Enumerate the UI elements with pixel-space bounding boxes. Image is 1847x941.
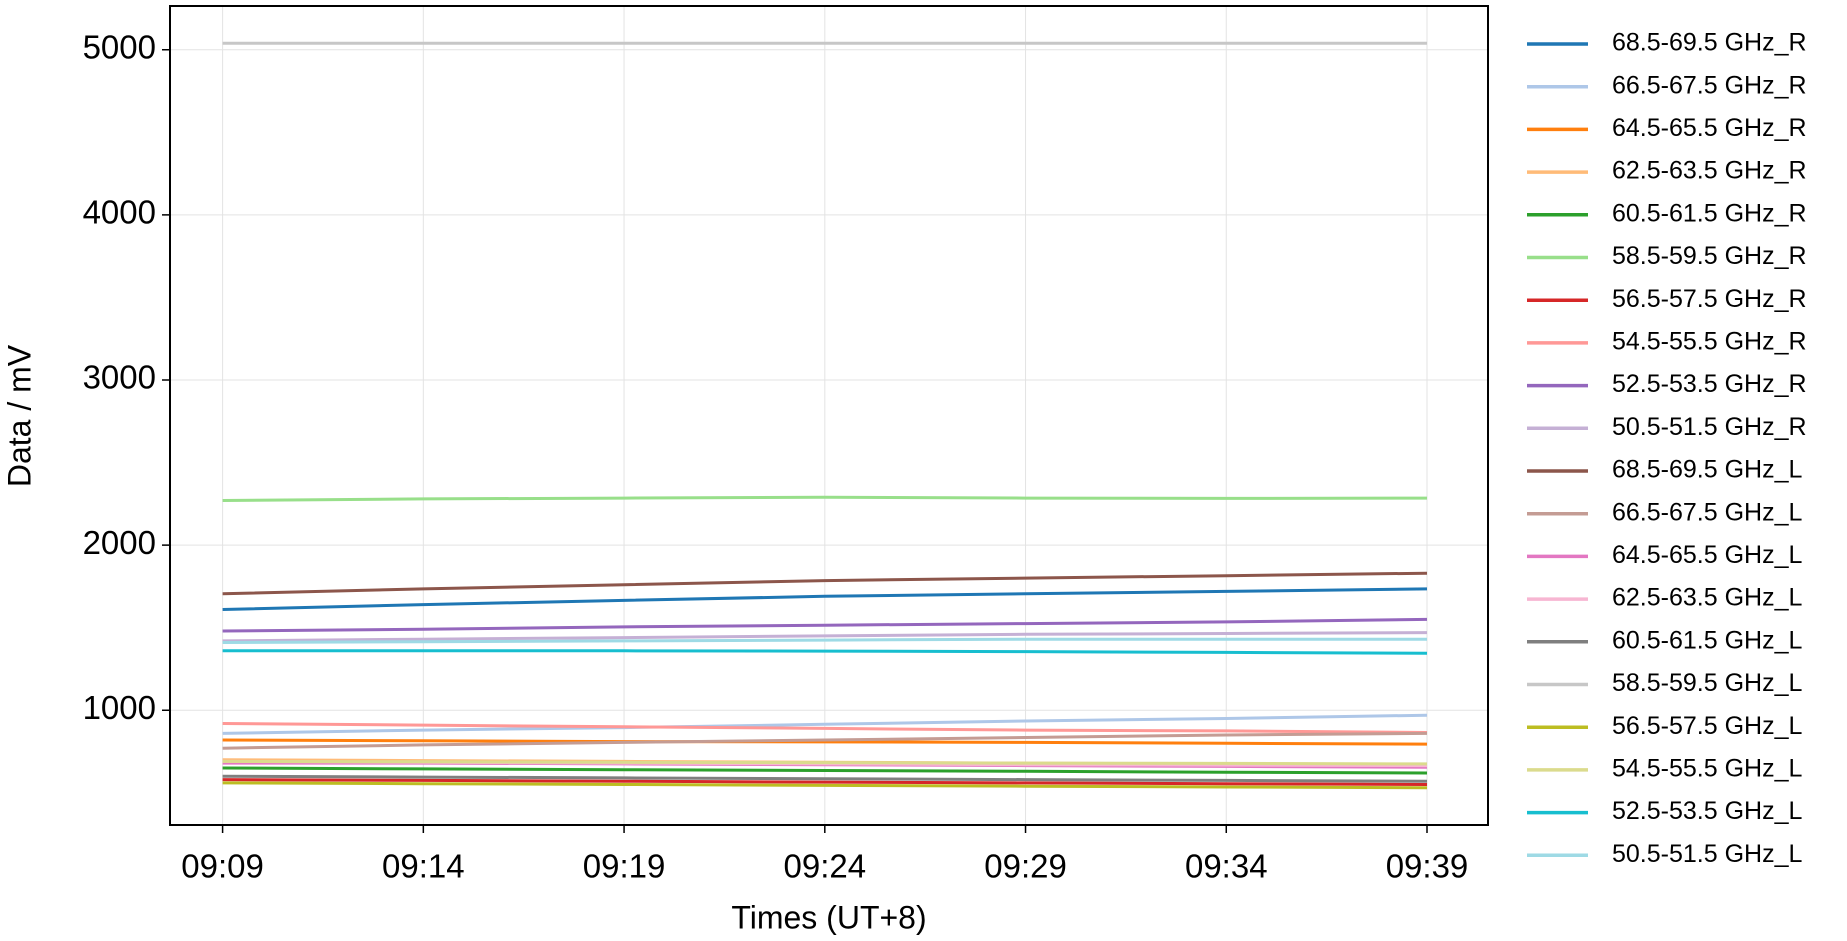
x-tick-label: 09:24 (784, 848, 867, 885)
series-line (222, 637, 1427, 644)
y-tick-label: 1000 (83, 689, 156, 726)
legend-label: 58.5-59.5 GHz_R (1612, 242, 1807, 270)
series-line (222, 738, 1428, 746)
series-line (222, 571, 1428, 596)
y-tick-label: 5000 (83, 28, 156, 65)
series-line (222, 722, 1428, 734)
plot-frame (169, 5, 1489, 826)
series-line (222, 781, 1428, 790)
y-tick-label: 2000 (83, 524, 156, 561)
x-tick-label: 09:29 (984, 848, 1067, 885)
x-tick-label: 09:09 (181, 848, 264, 885)
x-axis-label: Times (UT+8) (731, 899, 926, 935)
legend-label: 50.5-51.5 GHz_L (1612, 840, 1802, 868)
series-line (222, 766, 1428, 775)
y-axis-label: Data / mV (1, 344, 37, 487)
legend-label: 56.5-57.5 GHz_R (1612, 285, 1807, 313)
legend-label: 60.5-61.5 GHz_R (1612, 199, 1807, 227)
legend-label: 64.5-65.5 GHz_R (1612, 114, 1807, 142)
series-line (222, 731, 1428, 750)
legend-label: 56.5-57.5 GHz_L (1612, 712, 1802, 740)
series-line (222, 617, 1428, 633)
series-line (222, 631, 1428, 643)
series-line (222, 759, 1428, 766)
legend-label: 50.5-51.5 GHz_R (1612, 413, 1807, 441)
y-tick-label: 4000 (83, 194, 156, 231)
x-tick-label: 09:34 (1185, 848, 1268, 885)
legend-label: 58.5-59.5 GHz_L (1612, 669, 1802, 697)
series-line (222, 774, 1428, 783)
legend-label: 68.5-69.5 GHz_L (1612, 456, 1802, 484)
legend-label: 54.5-55.5 GHz_L (1612, 755, 1802, 783)
series-line (222, 649, 1428, 655)
legend-label: 54.5-55.5 GHz_R (1612, 328, 1807, 356)
y-tick-label: 3000 (83, 359, 156, 396)
legend-label: 62.5-63.5 GHz_R (1612, 157, 1807, 185)
x-tick-label: 09:19 (583, 848, 666, 885)
series-line (222, 778, 1428, 786)
x-tick-label: 09:39 (1386, 848, 1469, 885)
legend-label: 66.5-67.5 GHz_R (1612, 71, 1807, 99)
legend-label: 62.5-63.5 GHz_L (1612, 584, 1802, 612)
series-line (222, 495, 1428, 502)
legend-label: 52.5-53.5 GHz_L (1612, 797, 1802, 825)
series-line (222, 713, 1428, 735)
series-line (222, 587, 1428, 611)
legend-label: 68.5-69.5 GHz_R (1612, 29, 1807, 57)
legend-label: 60.5-61.5 GHz_L (1612, 626, 1802, 654)
legend-label: 52.5-53.5 GHz_R (1612, 370, 1807, 398)
legend-label: 64.5-65.5 GHz_L (1612, 541, 1802, 569)
legend-label: 66.5-67.5 GHz_L (1612, 498, 1802, 526)
x-tick-label: 09:14 (382, 848, 465, 885)
